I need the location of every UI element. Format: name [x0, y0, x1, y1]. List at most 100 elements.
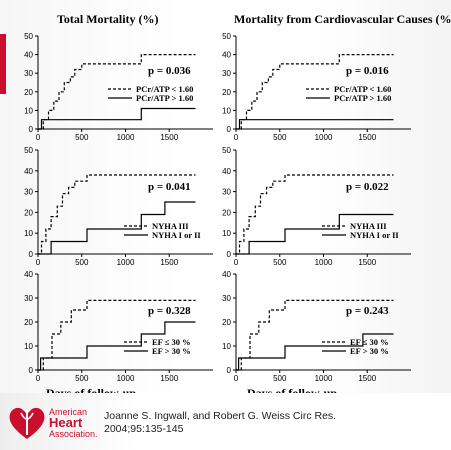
panel-3-ytick-label: 20: [24, 208, 33, 217]
panel-4-series-1-line: [236, 174, 394, 255]
panel-2-xtick-label: 1500: [358, 133, 376, 142]
panel-4-legend-label-2: NYHA I or II: [350, 230, 399, 240]
panel-5-xtick-label: 1500: [160, 374, 178, 383]
figure-background: [0, 0, 451, 393]
panel-4-ytick-label: 0: [227, 250, 232, 259]
panel-5-series-1-line: [38, 299, 196, 371]
panel-6-ytick-label: 20: [222, 318, 231, 327]
panel-1-series-1-line: [38, 53, 196, 130]
panel-5-ytick-label: 10: [24, 342, 33, 351]
panel-2-legend-label-1: PCr/ATP < 1.60: [334, 84, 391, 94]
panel-2-xtick-label: 500: [273, 133, 287, 142]
panel-1-ytick-label: 30: [24, 69, 33, 78]
panel-4-ytick-label: 40: [222, 167, 231, 176]
citation-line-1: Joanne S. Ingwall, and Robert G. Weiss C…: [104, 410, 337, 422]
panel-5-legend-label-1: EF ≤ 30 %: [152, 337, 191, 347]
panel-4-xtick-label: 0: [234, 258, 239, 267]
panel-1-xtick-label: 500: [75, 133, 89, 142]
panel-5-ytick-label: 40: [24, 270, 33, 279]
panel-6-ytick-label: 10: [222, 342, 231, 351]
panel-2-ytick-label: 50: [222, 32, 231, 41]
panel-3-ytick-label: 30: [24, 188, 33, 197]
panel-6-xtick-label: 500: [273, 374, 287, 383]
panel-6-p-value: p = 0.243: [346, 305, 389, 317]
panel-3-ytick-label: 40: [24, 167, 33, 176]
footer: [0, 393, 451, 450]
panel-4-p-value: p = 0.022: [346, 181, 389, 193]
panel-4-ytick-label: 50: [222, 146, 231, 155]
panel-2-xtick-label: 1000: [315, 133, 333, 142]
left-column-title: Total Mortality (%): [57, 12, 159, 26]
panel-2-ytick-label: 40: [222, 51, 231, 60]
panel-5-xtick-label: 500: [75, 374, 89, 383]
panel-2-legend-label-2: PCr/ATP > 1.60: [334, 93, 391, 103]
panel-1-ytick-label: 20: [24, 88, 33, 97]
panel-4-legend-label-1: NYHA III: [350, 221, 387, 231]
panel-6-ytick-label: 0: [227, 366, 232, 375]
brand-accent-bar: [0, 34, 6, 94]
panel-3-xtick-label: 1000: [117, 258, 135, 267]
panel-5-ytick-label: 20: [24, 318, 33, 327]
panel-1-xtick-label: 1500: [160, 133, 178, 142]
panel-3-ytick-label: 50: [24, 146, 33, 155]
panel-2-series-2-line: [236, 119, 394, 130]
panel-5-xtick-label: 0: [36, 374, 41, 383]
panel-1-legend-label-2: PCr/ATP > 1.60: [136, 93, 193, 103]
right-column-title: Mortality from Cardiovascular Causes (%): [234, 12, 451, 26]
panel-2-p-value: p = 0.016: [346, 65, 389, 77]
panel-1-ytick-label: 40: [24, 51, 33, 60]
panel-6-xtick-label: 0: [234, 374, 239, 383]
panel-3-p-value: p = 0.041: [148, 181, 191, 193]
panel-3-ytick-label: 10: [24, 229, 33, 238]
aha-word-1: American: [49, 407, 88, 417]
panel-6-ytick-label: 40: [222, 270, 231, 279]
panel-5-legend-label-2: EF > 30 %: [152, 346, 191, 356]
panel-3-xtick-label: 500: [75, 258, 89, 267]
panel-4-xtick-label: 500: [273, 258, 287, 267]
panel-5-ytick-label: 0: [29, 366, 34, 375]
panel-4-ytick-label: 20: [222, 208, 231, 217]
panel-4-ytick-label: 10: [222, 229, 231, 238]
panel-6-legend-label-2: EF > 30 %: [350, 346, 389, 356]
citation-line-2: 2004;95:135-145: [104, 423, 184, 435]
panel-1-ytick-label: 50: [24, 32, 33, 41]
panel-2-ytick-label: 20: [222, 88, 231, 97]
panel-1-xtick-label: 0: [36, 133, 41, 142]
panel-1-p-value: p = 0.036: [148, 65, 191, 77]
panel-6-ytick-label: 30: [222, 294, 231, 303]
panel-5-xtick-label: 1000: [117, 374, 135, 383]
panel-6-legend-label-1: EF ≤ 30 %: [350, 337, 389, 347]
panel-2-ytick-label: 10: [222, 106, 231, 115]
panel-6-xtick-label: 1000: [315, 374, 333, 383]
panel-2-series-1-line: [236, 53, 394, 130]
panel-3-ytick-label: 0: [29, 250, 34, 259]
panel-1-ytick-label: 10: [24, 106, 33, 115]
panel-3-series-1-line: [38, 174, 196, 255]
aha-heart-torch-icon: [9, 407, 45, 439]
aha-word-3: Association.: [49, 429, 98, 439]
panel-1-legend-label-1: PCr/ATP < 1.60: [136, 84, 193, 94]
panel-2-ytick-label: 30: [222, 69, 231, 78]
panel-3-legend-label-2: NYHA I or II: [152, 230, 201, 240]
citation: Joanne S. Ingwall, and Robert G. Weiss C…: [104, 410, 336, 436]
panel-5-p-value: p = 0.328: [148, 305, 191, 317]
panel-3-legend-label-1: NYHA III: [152, 221, 189, 231]
panel-4-ytick-label: 30: [222, 188, 231, 197]
panel-2-ytick-label: 0: [227, 125, 232, 134]
panel-3-series-2-line: [38, 201, 196, 255]
panel-3-xtick-label: 0: [36, 258, 41, 267]
panel-1-xtick-label: 1000: [117, 133, 135, 142]
panel-4-series-2-line: [236, 213, 394, 255]
aha-word-2: Heart: [49, 415, 83, 430]
panel-6-series-2-line: [236, 333, 394, 371]
panel-2-xtick-label: 0: [234, 133, 239, 142]
panel-3-xtick-label: 1500: [160, 258, 178, 267]
panel-5-ytick-label: 30: [24, 294, 33, 303]
panel-6-xtick-label: 1500: [358, 374, 376, 383]
panel-4-xtick-label: 1000: [315, 258, 333, 267]
panel-6-series-1-line: [236, 299, 394, 371]
panel-5-series-2-line: [38, 321, 196, 371]
panel-1-series-2-line: [38, 107, 196, 130]
panel-1-ytick-label: 0: [29, 125, 34, 134]
